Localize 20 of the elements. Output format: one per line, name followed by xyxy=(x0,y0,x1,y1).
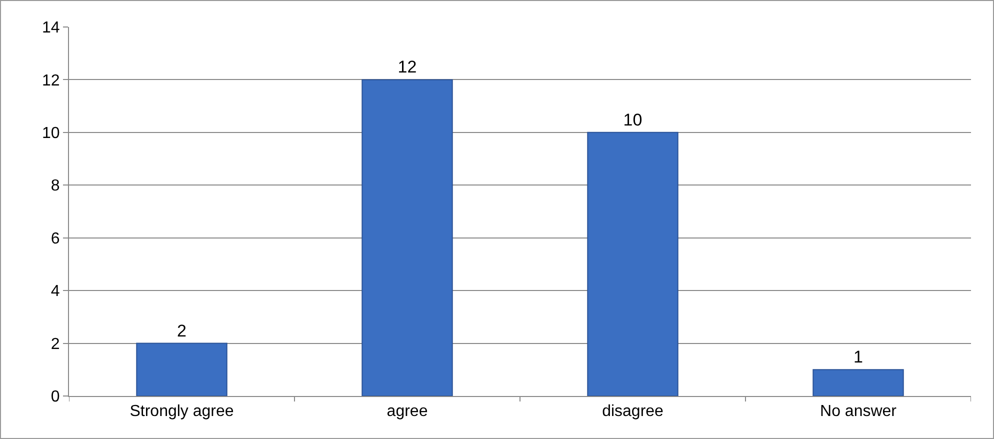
bar xyxy=(812,369,904,396)
x-tick-label: disagree xyxy=(602,403,664,420)
x-tick-label: Strongly agree xyxy=(130,403,234,420)
y-tick-label: 2 xyxy=(50,336,60,353)
y-tick-label: 12 xyxy=(42,72,60,90)
y-tick-label: 6 xyxy=(50,230,60,248)
data-label: 2 xyxy=(177,321,186,340)
data-label: 1 xyxy=(854,348,863,367)
data-label: 12 xyxy=(398,58,417,77)
bar xyxy=(136,342,228,396)
bar xyxy=(587,132,678,396)
x-tick-label: agree xyxy=(386,403,428,420)
y-tick-label: 8 xyxy=(50,178,60,195)
data-label: 10 xyxy=(623,110,642,130)
y-tick-label: 14 xyxy=(42,20,60,37)
y-tick-label: 10 xyxy=(42,125,60,142)
x-tick-label: No answer xyxy=(820,403,898,420)
y-tick-label: 0 xyxy=(50,388,60,406)
bar xyxy=(362,79,453,396)
y-tick-label: 4 xyxy=(50,283,60,300)
